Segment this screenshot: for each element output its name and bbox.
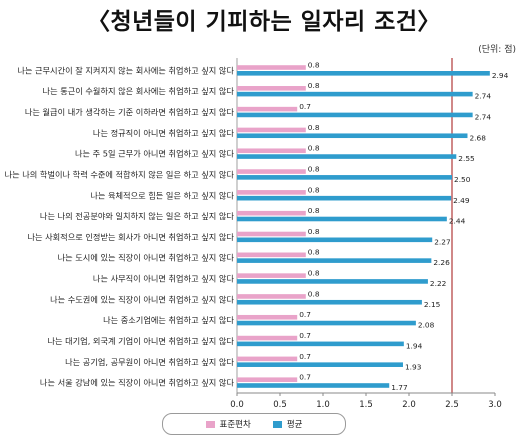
- bar-std: [237, 190, 306, 195]
- bar-mean: [237, 71, 490, 76]
- bar-mean: [237, 320, 416, 326]
- bar-mean: [237, 112, 473, 118]
- bar-std: [237, 65, 306, 70]
- category-label: 나는 사무직이 아니면 취업하고 싶지 않다: [93, 274, 235, 284]
- data-label-std: 0.7: [299, 373, 311, 382]
- category-label: 나는 근무시간이 잘 지켜지지 않는 회사에는 취업하고 싶지 않다: [17, 65, 234, 75]
- legend-item-std: 표준편차: [205, 418, 251, 430]
- data-label-std: 0.7: [299, 102, 311, 111]
- bar-std: [237, 294, 306, 299]
- bar-std: [237, 314, 298, 320]
- data-label-std: 0.8: [308, 81, 320, 90]
- data-label-std: 0.8: [308, 227, 320, 236]
- unit-label: (단위: 점): [478, 45, 516, 55]
- data-label-mean: 1.77: [391, 383, 408, 392]
- data-label-mean: 2.08: [418, 321, 435, 330]
- data-label-mean: 1.94: [406, 341, 423, 350]
- data-label-std: 0.8: [308, 144, 320, 153]
- category-label: 나는 나의 전공분야와 일치하지 않는 일은 하고 싶지 않다: [40, 211, 235, 221]
- bar-mean: [237, 362, 403, 367]
- x-tick-label: 2.5: [445, 400, 459, 410]
- category-label: 나는 서울 강남에 있는 직장이 아니면 취업하고 싶지 않다: [40, 378, 235, 388]
- data-label-std: 0.8: [308, 206, 320, 215]
- category-label: 나는 사회적으로 인정받는 회사가 아니면 취업하고 싶지 않다: [27, 232, 234, 242]
- x-tick-label: 3.0: [488, 400, 502, 410]
- bar-std: [237, 148, 306, 154]
- bar-mean: [237, 279, 428, 284]
- category-label: 나는 주 5일 근무가 아니면 취업하고 싶지 않다: [75, 149, 234, 159]
- data-label-mean: 2.15: [424, 300, 441, 309]
- category-label: 나는 월급이 내가 생각하는 기준 이하라면 취업하고 싶지 않다: [25, 107, 235, 117]
- legend-label-mean: 평균: [286, 420, 303, 430]
- data-label-std: 0.8: [308, 60, 320, 69]
- bar-mean: [237, 299, 422, 305]
- data-label-mean: 2.74: [475, 113, 492, 122]
- data-label-std: 0.8: [308, 185, 320, 194]
- bar-std: [237, 210, 306, 216]
- legend-label-std: 표준편차: [219, 420, 251, 430]
- data-label-std: 0.7: [299, 310, 311, 319]
- data-label-std: 0.8: [308, 164, 320, 173]
- data-label-std: 0.8: [308, 269, 320, 278]
- legend: 표준편차 평균: [162, 413, 346, 435]
- bar-std: [237, 169, 306, 174]
- data-label-std: 0.8: [308, 289, 320, 298]
- bar-std: [237, 252, 306, 258]
- category-label: 나는 육체적으로 힘든 일은 하고 싶지 않다: [90, 190, 234, 200]
- bar-std: [237, 335, 298, 341]
- bar-mean: [237, 133, 468, 139]
- bar-std: [237, 377, 298, 382]
- legend-swatch-std: [205, 420, 215, 428]
- bar-mean: [237, 258, 432, 263]
- category-label: 나는 통근이 수월하지 않은 회사에는 취업하고 싶지 않다: [43, 86, 235, 96]
- x-tick-label: 1.5: [359, 400, 373, 410]
- bar-std: [237, 86, 306, 91]
- data-label-std: 0.7: [299, 331, 311, 340]
- bar-mean: [237, 383, 390, 388]
- bar-mean: [237, 195, 452, 201]
- x-tick-label: 2.0: [402, 400, 416, 410]
- category-label: 나는 대기업, 외국계 기업이 아니면 취업하고 싶지 않다: [47, 336, 234, 346]
- data-label-mean: 2.49: [453, 196, 470, 205]
- category-label: 나는 정규직이 아니면 취업하고 싶지 않다: [93, 128, 235, 138]
- category-label: 나는 중소기업에는 취업하고 싶지 않다: [103, 315, 234, 325]
- data-label-mean: 2.68: [469, 133, 486, 142]
- data-label-mean: 2.55: [458, 154, 475, 163]
- category-label: 나는 공기업, 공무원이 아니면 취업하고 싶지 않다: [65, 357, 234, 367]
- bar-mean: [237, 91, 473, 97]
- bar-std: [237, 231, 306, 237]
- data-label-mean: 2.22: [430, 279, 446, 288]
- legend-item-mean: 평균: [272, 418, 303, 430]
- bar-std: [237, 356, 298, 362]
- bar-std: [237, 106, 298, 112]
- data-label-mean: 2.44: [449, 217, 466, 226]
- category-label: 나는 도시에 있는 직장이 아니면 취업하고 싶지 않다: [58, 253, 235, 263]
- bar-std: [237, 273, 306, 278]
- x-tick-label: 1.0: [316, 400, 330, 410]
- bar-std: [237, 127, 306, 133]
- legend-swatch-mean: [272, 420, 282, 428]
- category-label: 나는 수도권에 있는 직장이 아니면 취업하고 싶지 않다: [50, 294, 234, 304]
- bar-mean: [237, 175, 452, 180]
- data-label-mean: 1.93: [405, 362, 422, 371]
- data-label-mean: 2.74: [475, 92, 492, 101]
- data-label-std: 0.7: [299, 352, 311, 361]
- x-tick-label: 0.5: [273, 400, 287, 410]
- data-label-std: 0.8: [308, 248, 320, 257]
- category-label: 나는 나의 학벌이나 학력 수준에 적합하지 않은 일은 하고 싶지 않다: [5, 169, 235, 179]
- data-label-mean: 2.94: [492, 71, 509, 80]
- chart-title: 〈청년들이 기피하는 일자리 조건〉: [86, 9, 442, 35]
- data-label-mean: 2.26: [433, 258, 450, 267]
- data-label-mean: 2.50: [454, 175, 471, 184]
- x-tick-label: 0.0: [230, 400, 244, 410]
- bar-mean: [237, 216, 447, 222]
- bar-mean: [237, 154, 457, 159]
- bar-mean: [237, 237, 433, 243]
- data-label-std: 0.8: [308, 123, 320, 132]
- bar-mean: [237, 341, 404, 347]
- data-label-mean: 2.27: [434, 237, 451, 246]
